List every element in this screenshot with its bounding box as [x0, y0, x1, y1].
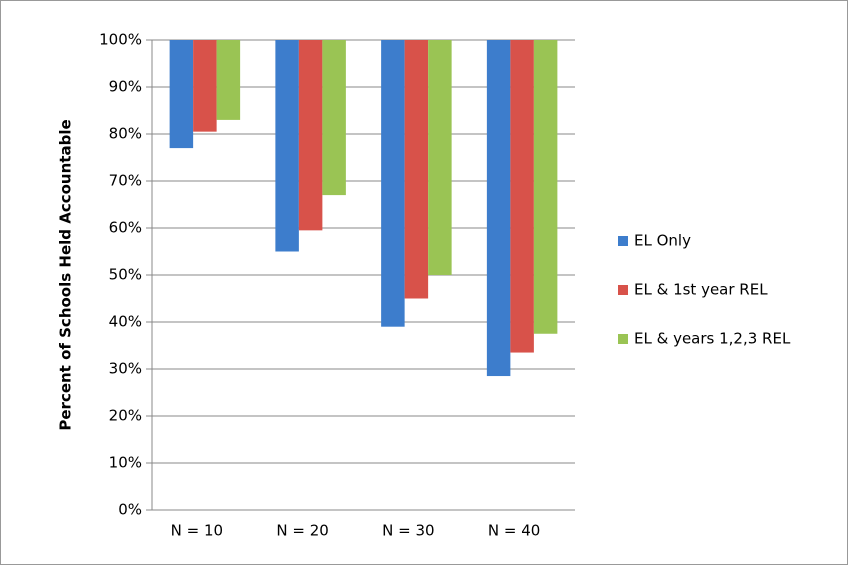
- y-tick-label: 30%: [109, 360, 142, 378]
- y-tick-label: 50%: [109, 266, 142, 284]
- bar: [193, 40, 217, 132]
- y-tick-label: 20%: [109, 407, 142, 425]
- bar: [169, 40, 194, 149]
- legend-swatch: [618, 334, 628, 344]
- y-tick-label: 70%: [109, 172, 142, 190]
- x-tick-label: N = 10: [171, 522, 223, 540]
- bar: [404, 40, 429, 299]
- bar: [298, 40, 323, 231]
- y-tick-label: 10%: [109, 454, 142, 472]
- legend-label: EL & 1st year REL: [634, 281, 768, 299]
- bar: [381, 40, 405, 327]
- bar: [322, 40, 346, 196]
- y-tick-label: 60%: [109, 219, 142, 237]
- legend-swatch: [618, 236, 628, 246]
- bar: [533, 40, 558, 334]
- y-tick-label: 80%: [109, 125, 142, 143]
- y-tick-label: 90%: [109, 78, 142, 96]
- legend-label: EL & years 1,2,3 REL: [634, 330, 791, 348]
- y-axis-label: Percent of Schools Held Accountable: [57, 119, 75, 430]
- bar: [275, 40, 299, 252]
- x-tick-label: N = 20: [276, 522, 328, 540]
- bar: [510, 40, 534, 353]
- legend-swatch: [618, 285, 628, 295]
- y-tick-label: 0%: [118, 501, 142, 519]
- y-tick-label: 100%: [99, 31, 142, 49]
- bar: [216, 40, 241, 120]
- legend-label: EL Only: [634, 232, 691, 250]
- x-tick-label: N = 40: [488, 522, 540, 540]
- bar: [428, 40, 452, 275]
- y-tick-label: 40%: [109, 313, 142, 331]
- bar: [486, 40, 511, 377]
- x-tick-label: N = 30: [382, 522, 434, 540]
